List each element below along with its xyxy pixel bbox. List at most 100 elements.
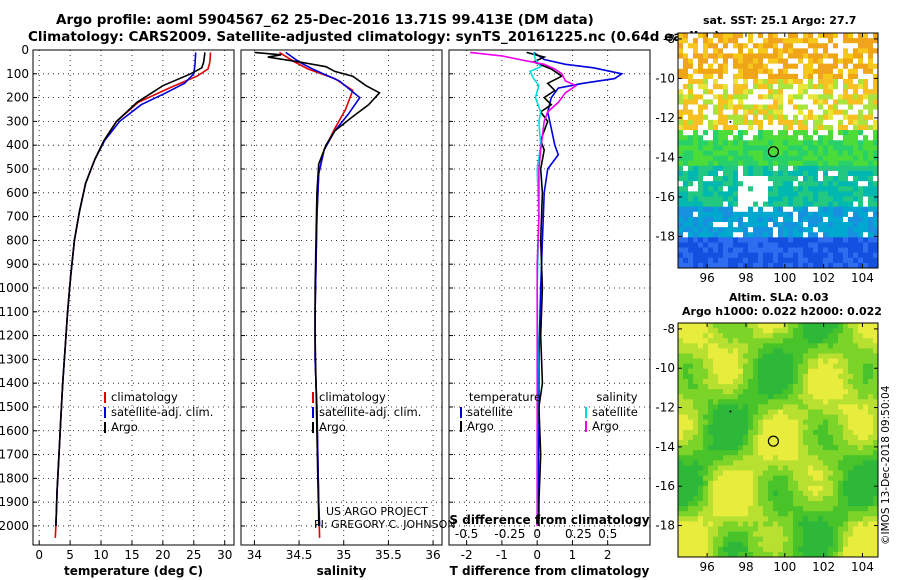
sla-cell [763,480,769,487]
sst-cell [788,63,794,70]
sla-cell [813,460,819,466]
sla-cell [753,470,759,477]
sla-cell [768,363,774,370]
sst-cell [788,232,794,238]
sla-cell [703,485,709,492]
sst-cell [693,43,699,49]
sla-cell [678,531,684,538]
sla-cell [728,338,734,344]
sla-cell [758,541,764,548]
sst-cell [823,119,829,126]
sst-cell [743,58,749,65]
sla-cell [728,490,734,497]
sst-cell [818,176,824,182]
sla-cell [828,333,834,339]
sst-cell [748,124,754,131]
sst-cell [818,191,824,197]
sla-cell [743,470,749,477]
sla-cell [708,485,714,492]
sla-cell [688,404,694,410]
sst-cell [678,186,684,192]
sla-cell [748,506,754,512]
sla-cell [778,440,784,446]
sst-cell [803,160,809,167]
sst-cell [828,124,834,131]
sst-cell [718,257,724,264]
sla-cell [848,440,854,446]
sst-cell [823,227,829,233]
depth-tick-label: 1400 [0,376,29,390]
sst-cell [788,155,794,162]
sst-cell [723,211,729,218]
sst-cell [763,181,769,187]
sst-cell [798,99,804,105]
sst-cell [863,130,869,136]
sst-cell [833,130,839,136]
sst-cell [738,262,744,269]
sla-cell [723,368,729,375]
sst-cell [828,63,834,70]
sla-cell [843,353,849,360]
sst-cell [873,237,879,243]
sla-cell [803,399,809,405]
sst-cell [723,252,729,259]
sst-cell [818,68,824,75]
sal-xtick-label: 34.5 [286,548,313,562]
sla-cell [768,353,774,360]
sla-cell [813,465,819,471]
sla-cell [728,485,734,492]
sla-cell [713,399,719,405]
sla-cell [688,460,694,466]
sla-cell [678,485,684,492]
sla-cell [753,404,759,410]
sst-cell [728,170,734,177]
sla-cell [778,368,784,375]
sla-cell [693,546,699,553]
sst-cell [703,181,709,187]
sla-cell [823,373,829,380]
sla-cell [823,429,829,436]
sla-cell [753,541,759,548]
sla-cell [703,414,709,421]
sla-cell [718,328,724,334]
sst-cell [708,150,714,157]
sst-cell [833,155,839,162]
sst-cell [733,216,739,223]
sla-cell [793,338,799,344]
sst-cell [793,206,799,213]
sst-map [678,33,879,269]
sst-cell [753,84,759,90]
sla-cell [798,373,804,380]
sst-cell [708,114,714,121]
sst-cell [858,160,864,167]
sst-cell [718,48,724,54]
sla-cell [838,501,844,507]
sst-cell [823,114,829,121]
sla-cell [838,511,844,517]
sla-cell [798,440,804,446]
sst-cell [848,94,854,100]
sst-cell [793,58,799,65]
sla-cell [858,531,864,538]
sst-cell [858,119,864,126]
sla-cell [783,546,789,553]
sst-cell [853,242,859,248]
sla-cell [743,338,749,344]
sla-cell [838,485,844,492]
sla-cell [828,368,834,375]
sst-cell [693,237,699,243]
sst-cell [703,53,709,59]
sla-cell [778,511,784,517]
sst-cell [783,140,789,146]
sla-cell [858,536,864,543]
sst-cell [768,247,774,254]
sla-cell [703,495,709,502]
sla-cell [678,490,684,497]
sla-cell [783,373,789,380]
sst-cell [798,150,804,157]
sst-cell [823,78,829,85]
sla-cell [763,475,769,482]
sst-cell [828,135,834,141]
sla-cell [738,434,744,441]
sla-cell [728,475,734,482]
